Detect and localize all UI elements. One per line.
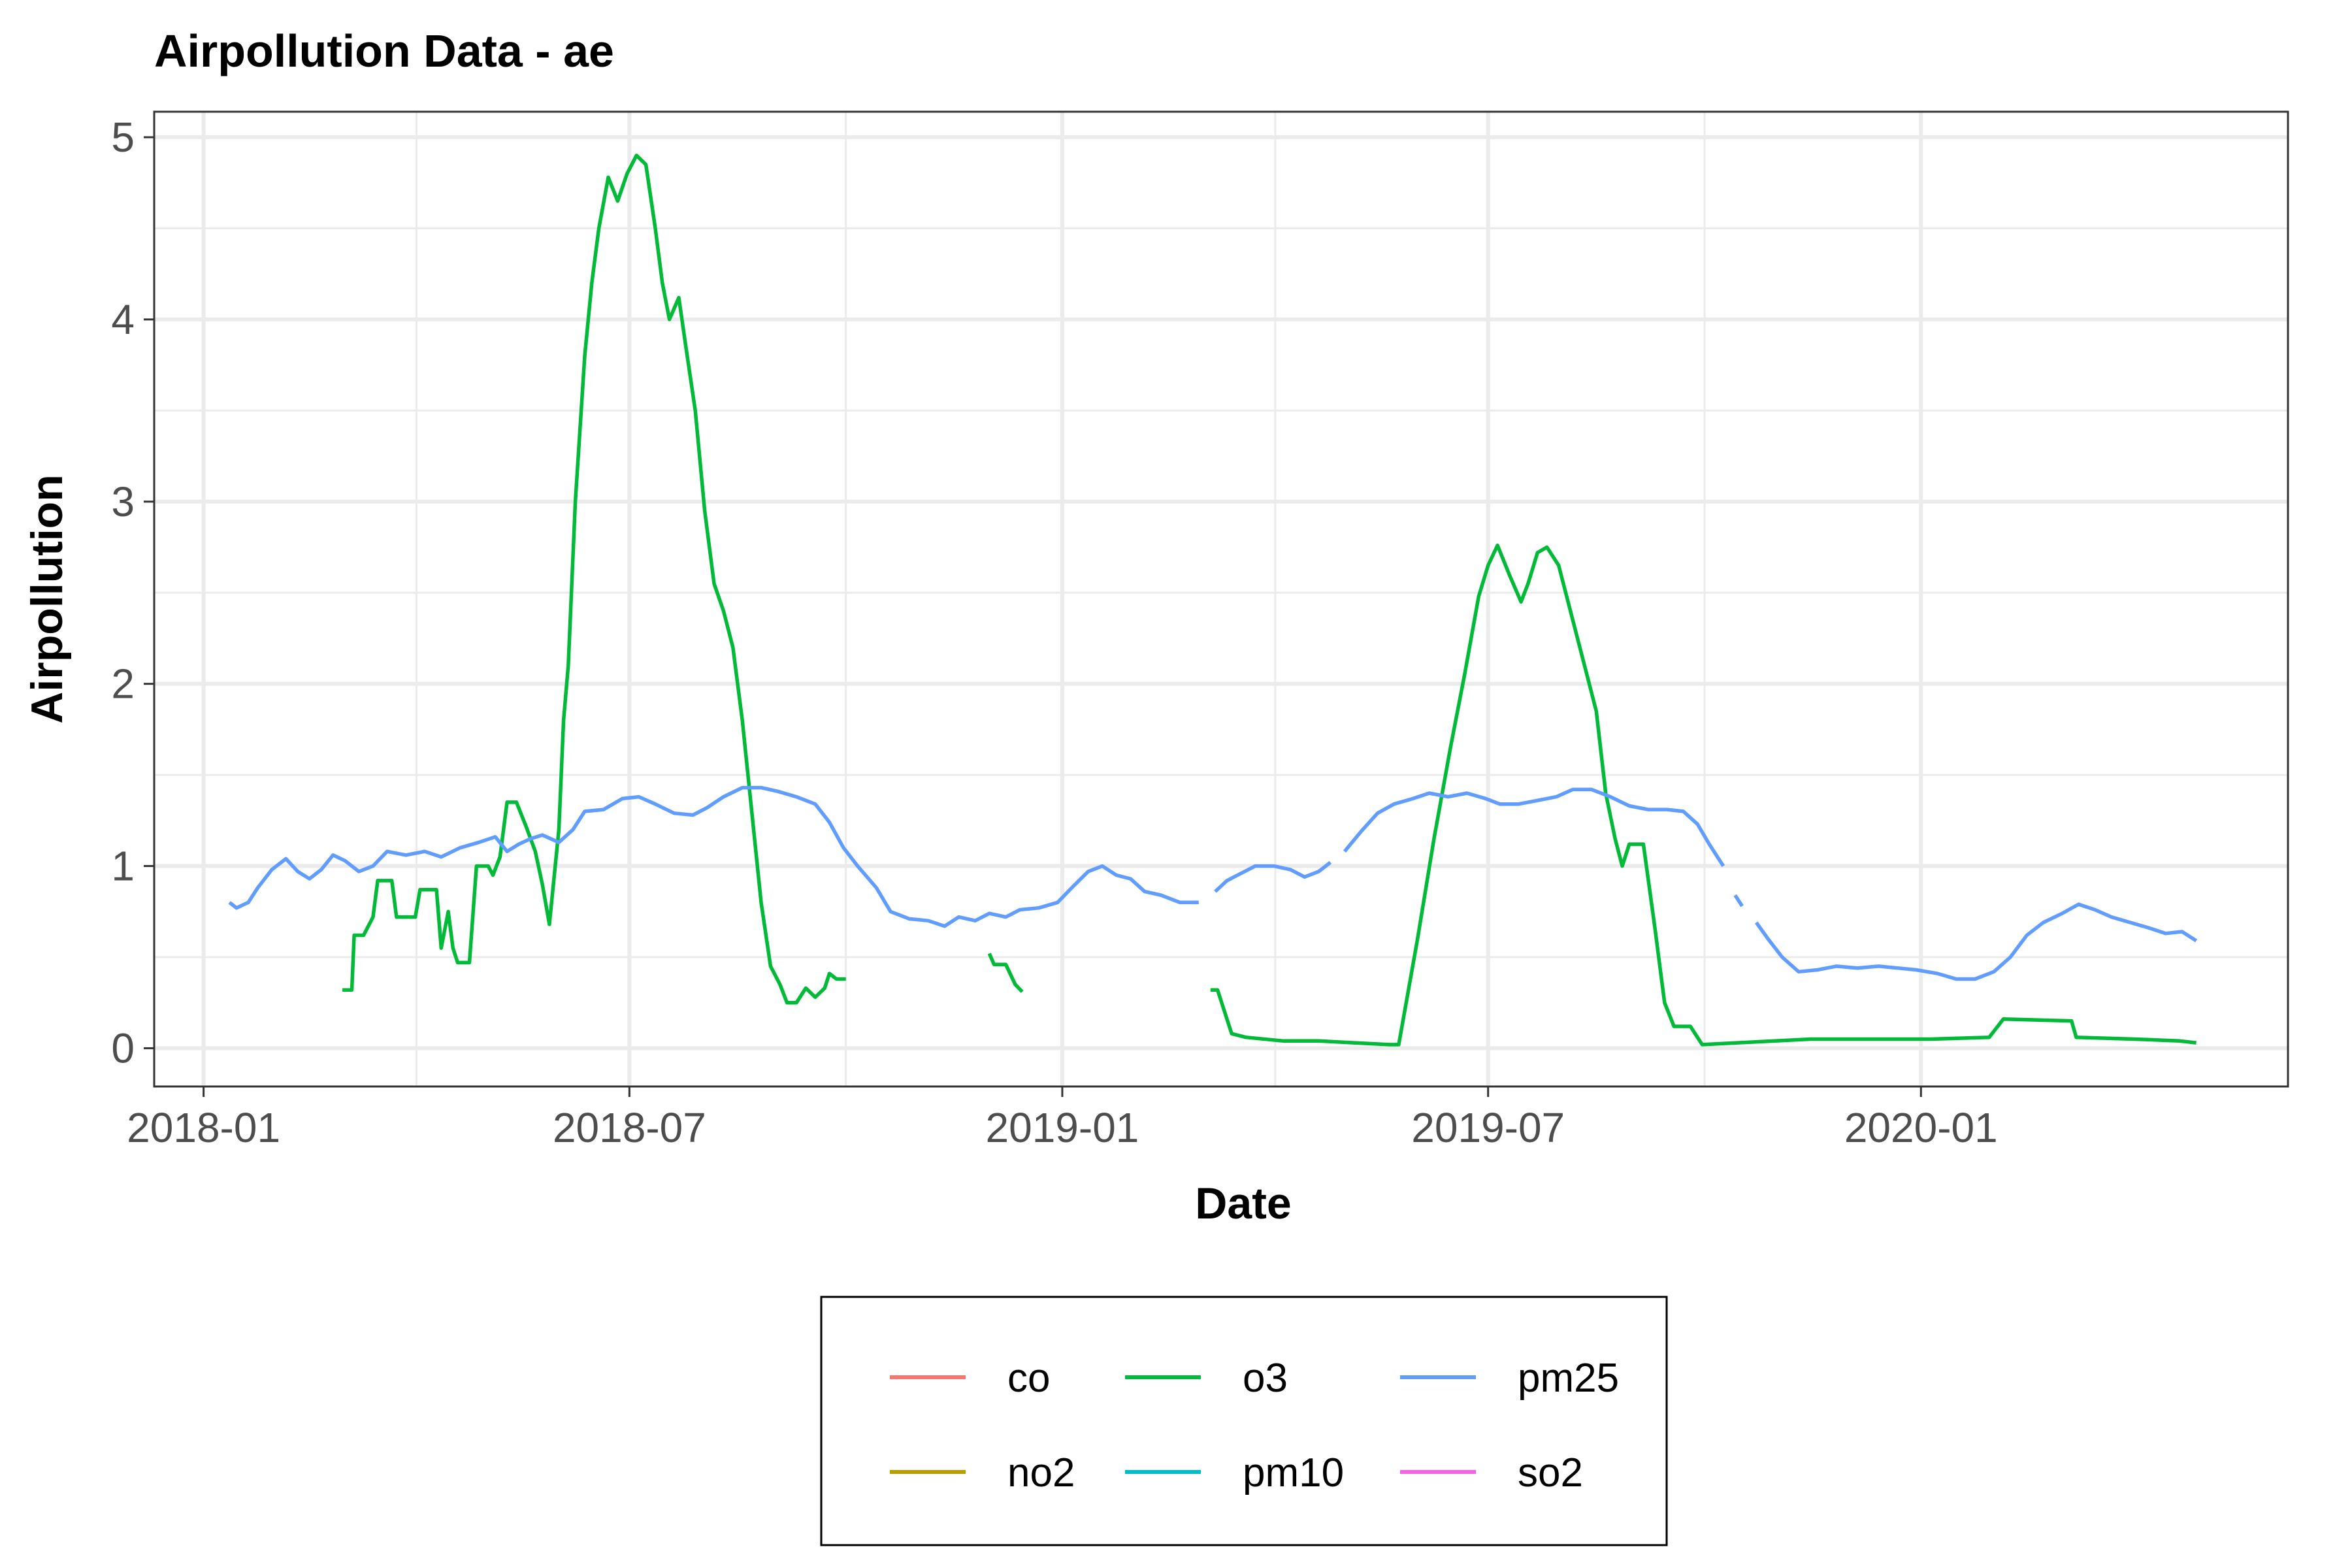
y-tick-label: 3 [111, 478, 135, 525]
x-axis-title: Date [1195, 1179, 1291, 1228]
legend-label-co: co [1007, 1356, 1050, 1401]
plot-panel [153, 110, 2289, 1088]
y-tick-label: 0 [111, 1024, 135, 1071]
y-axis-title: Airpollution [22, 474, 72, 723]
x-tick-label: 2019-01 [986, 1104, 1139, 1151]
panel-background [154, 112, 2288, 1086]
series-line-o3 [1210, 543, 2197, 1047]
series-line-pm25 [1214, 860, 1332, 893]
panel-border [153, 110, 2289, 1088]
y-tick-label: 5 [111, 114, 135, 161]
x-tick-label: 2018-01 [127, 1104, 280, 1151]
y-tick-label: 2 [111, 661, 135, 708]
series-line-pm25 [1733, 894, 1744, 907]
legend-item-o3: o3 [1125, 1356, 1288, 1401]
y-axis: 0 1 2 3 4 5 [111, 114, 154, 1071]
series-line-o3 [342, 154, 846, 1005]
legend: co no2 o3 pm10 pm25 so2 [820, 1296, 1668, 1546]
legend-item-pm25: pm25 [1400, 1356, 1619, 1401]
grid-layer [154, 112, 2288, 1086]
legend-items: co no2 o3 pm10 pm25 so2 [890, 1356, 1619, 1495]
series-line-o3 [987, 953, 1024, 993]
y-tick-label: 4 [111, 296, 135, 343]
x-axis: 2018-01 2018-07 2019-01 2019-07 2020-01 [127, 1086, 1998, 1151]
x-tick-label: 2018-07 [553, 1104, 706, 1151]
legend-box [820, 1296, 1668, 1546]
series-line-pm25 [1343, 787, 1725, 868]
x-tick-label: 2020-01 [1844, 1104, 1998, 1151]
legend-item-no2: no2 [890, 1450, 1075, 1495]
legend-item-co: co [890, 1356, 1050, 1401]
legend-label-so2: so2 [1518, 1450, 1583, 1495]
legend-item-pm10: pm10 [1125, 1450, 1344, 1495]
legend-label-pm10: pm10 [1243, 1450, 1344, 1495]
legend-label-no2: no2 [1007, 1450, 1075, 1495]
series-line-pm25 [1754, 902, 2198, 981]
x-tick-label: 2019-07 [1411, 1104, 1565, 1151]
legend-item-so2: so2 [1400, 1450, 1583, 1495]
series-line-pm25 [228, 785, 1199, 928]
chart-title: Airpollution Data - ae [154, 25, 614, 76]
legend-label-o3: o3 [1243, 1356, 1288, 1401]
legend-label-pm25: pm25 [1518, 1356, 1619, 1401]
series-layer [228, 154, 2198, 1047]
y-tick-label: 1 [111, 843, 135, 890]
